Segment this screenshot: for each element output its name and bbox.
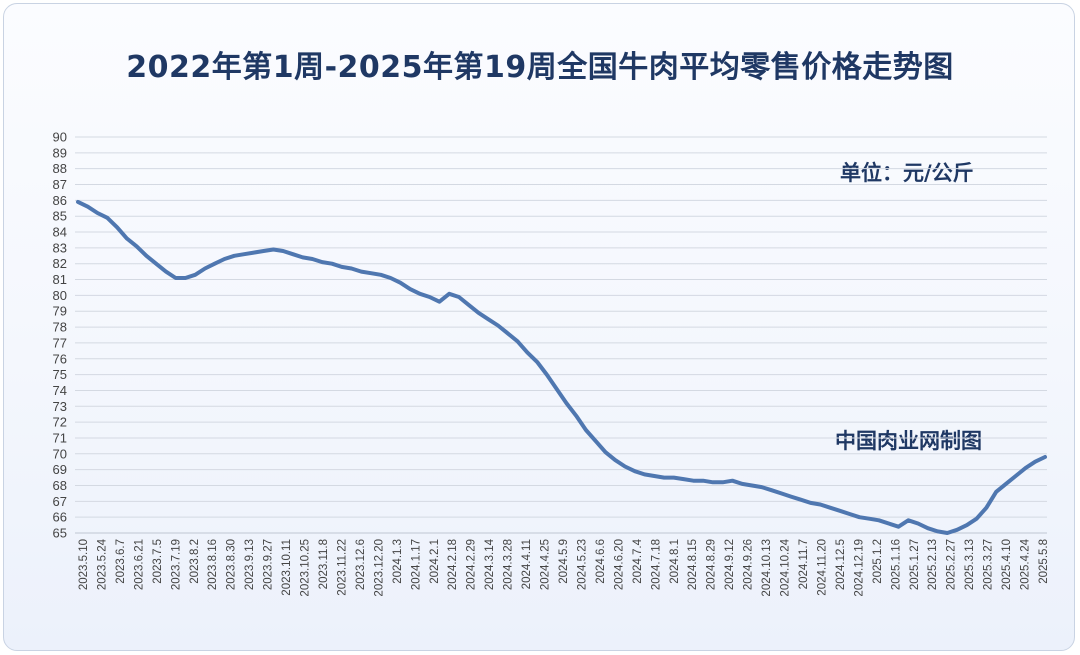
y-tick-label: 82 [53,256,67,271]
x-tick-label: 2023.6.7 [115,539,127,584]
credit-label: 中国肉业网制图 [835,429,982,453]
x-tick-label: 2023.8.30 [226,539,238,590]
x-tick-label: 2023.7.19 [170,539,182,590]
unit-label: 单位：元/公斤 [840,161,974,185]
x-tick-label: 2023.10.25 [300,539,312,597]
x-tick-label: 2024.3.28 [503,539,515,590]
y-tick-label: 81 [53,272,67,287]
x-tick-label: 2023.9.13 [244,539,256,590]
x-tick-label: 2024.12.5 [835,539,847,590]
x-tick-label: 2024.5.23 [576,539,588,590]
x-tick-label: 2024.7.18 [650,539,662,590]
x-tick-label: 2023.8.16 [207,539,219,590]
y-tick-label: 85 [53,209,67,224]
x-tick-label: 2024.8.29 [706,539,718,590]
y-tick-label: 74 [53,383,67,398]
y-tick-label: 68 [53,478,67,493]
x-tick-label: 2025.3.13 [964,539,976,590]
y-tick-label: 70 [53,446,67,461]
x-tick-label: 2023.8.2 [189,539,201,584]
y-tick-label: 73 [53,399,67,414]
x-tick-label: 2023.5.10 [78,539,90,590]
x-tick-label: 2025.4.10 [1001,539,1013,590]
x-tick-label: 2024.4.25 [540,539,552,590]
x-tick-label: 2023.9.27 [263,539,275,590]
x-tick-label: 2024.11.7 [798,539,810,589]
x-tick-label: 2023.10.11 [281,539,293,596]
x-tick-label: 2025.2.13 [927,539,939,590]
x-tick-label: 2024.10.13 [761,539,773,597]
x-tick-label: 2024.1.17 [410,539,422,590]
x-tick-label: 2023.11.8 [318,539,330,589]
x-tick-label: 2024.8.15 [687,539,699,590]
y-tick-label: 66 [53,510,67,525]
x-axis: 2023.5.10 2023.5.24 2023.6.7 2023.6.21 2023.… [78,538,1050,596]
series-line-0 [76,199,1047,535]
y-tick-label: 88 [53,161,67,176]
y-tick-label: 69 [53,462,67,477]
y-tick-label: 67 [53,494,67,509]
x-tick-label: 2025.2.27 [946,539,958,590]
x-tick-label: 2024.10.24 [780,538,792,596]
y-tick-label: 78 [53,320,67,335]
x-tick-label: 2024.6.20 [613,539,625,590]
chart-title: 2022年第1周-2025年第19周全国牛肉平均零售价格走势图 [126,50,954,85]
y-tick-label: 87 [53,177,67,192]
x-tick-label: 2025.5.8 [1038,539,1050,584]
x-tick-label: 2024.2.18 [447,539,459,590]
x-tick-label: 2025.4.24 [1020,538,1032,590]
x-tick-label: 2024.1.3 [392,539,404,584]
x-tick-label: 2023.11.22 [336,539,348,596]
y-axis: 6566676869707172737475767778798081828384… [53,130,67,541]
y-tick-label: 72 [53,415,67,430]
plot-series [76,199,1047,535]
y-tick-label: 89 [53,145,67,160]
x-tick-label: 2023.12.20 [373,539,385,597]
x-tick-label: 2024.12.19 [853,539,865,597]
x-tick-label: 2025.1.16 [890,539,902,590]
x-tick-label: 2024.4.11 [521,539,533,589]
x-tick-label: 2023.12.6 [355,539,367,590]
x-tick-label: 2024.2.29 [466,539,478,590]
y-tick-label: 79 [53,304,67,319]
x-tick-label: 2024.2.1 [429,539,441,584]
x-tick-label: 2023.6.21 [133,539,145,590]
x-tick-label: 2024.6.6 [595,539,607,584]
y-tick-label: 65 [53,526,67,541]
y-tick-label: 77 [53,335,67,350]
y-tick-label: 76 [53,351,67,366]
grid-lines [75,136,1047,534]
x-tick-label: 2023.5.24 [96,538,108,590]
y-tick-label: 80 [53,288,67,303]
y-tick-label: 86 [53,193,67,208]
x-tick-label: 2024.5.9 [558,539,570,584]
x-tick-label: 2025.1.2 [872,539,884,584]
y-tick-label: 71 [53,430,67,445]
y-tick-label: 75 [53,367,67,382]
x-tick-label: 2025.1.27 [909,539,921,590]
x-tick-label: 2024.9.26 [743,539,755,590]
x-tick-label: 2023.7.5 [152,539,164,584]
y-tick-label: 83 [53,240,67,255]
y-tick-label: 84 [53,225,67,240]
x-tick-label: 2025.3.27 [983,539,995,590]
x-tick-label: 2024.3.14 [484,538,496,590]
x-tick-label: 2024.7.4 [632,538,644,583]
x-tick-label: 2024.11.20 [816,539,828,596]
x-tick-label: 2024.8.1 [669,539,681,584]
y-tick-label: 90 [53,130,67,145]
x-tick-label: 2024.9.12 [724,539,736,590]
